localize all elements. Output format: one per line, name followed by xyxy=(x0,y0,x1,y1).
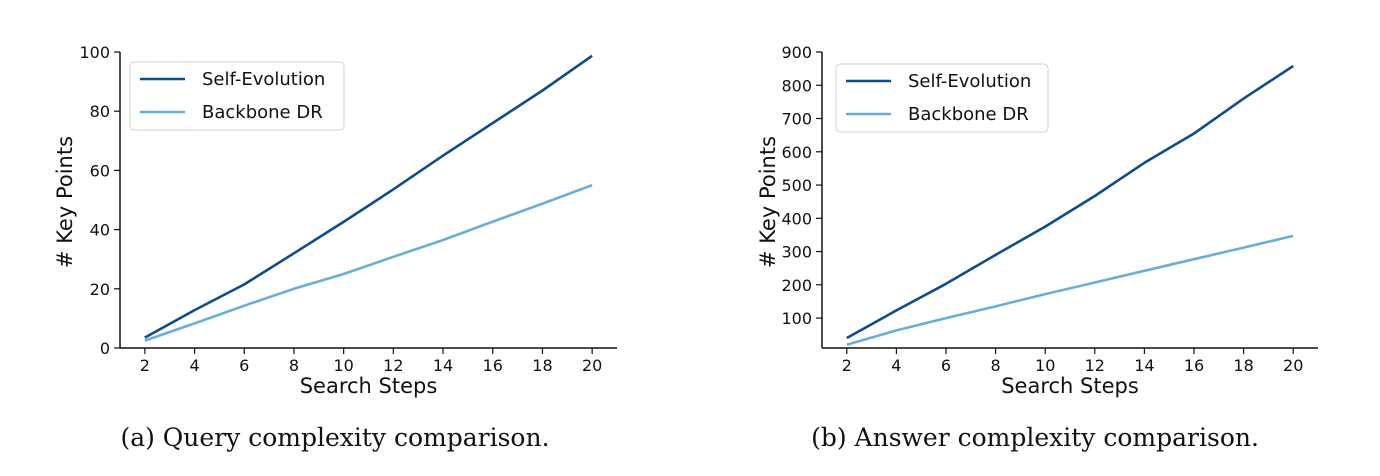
legend-label: Self-Evolution xyxy=(202,69,325,90)
y-tick-label: 100 xyxy=(79,43,110,62)
caption-b: (b) Answer complexity comparison. xyxy=(811,423,1259,452)
y-tick-label: 300 xyxy=(781,243,812,262)
x-tick-label: 14 xyxy=(1134,356,1154,375)
series-line-backbone-dr xyxy=(144,183,593,342)
x-tick-label: 6 xyxy=(941,356,951,375)
x-tick-label: 12 xyxy=(1085,356,1105,375)
x-axis-label: Search Steps xyxy=(300,374,438,398)
x-tick-label: 16 xyxy=(1184,356,1204,375)
x-tick-label: 2 xyxy=(842,356,852,375)
x-tick-label: 10 xyxy=(1035,356,1055,375)
x-tick-label: 2 xyxy=(140,356,150,375)
y-tick-label: 80 xyxy=(90,102,110,121)
x-tick-label: 8 xyxy=(289,356,299,375)
chart-panel-b: 2 4 6 8 10 12 14 16 18 20 100 200 300 400 500 600 700 800… xyxy=(756,43,1318,452)
x-tick-label: 20 xyxy=(1283,356,1303,375)
legend-label: Self-Evolution xyxy=(908,71,1031,92)
y-tick-label: 800 xyxy=(781,76,812,95)
x-axis-label: Search Steps xyxy=(1001,374,1139,398)
y-tick-label: 400 xyxy=(781,209,812,228)
y-axis-label: # Key Points xyxy=(53,136,77,268)
x-tick-label: 18 xyxy=(1233,356,1253,375)
x-tick-label: 4 xyxy=(891,356,901,375)
y-tick-label: 60 xyxy=(90,161,110,180)
series-line-self-evolution xyxy=(846,64,1294,340)
x-tick-label: 8 xyxy=(991,356,1001,375)
y-tick-label: 40 xyxy=(90,221,110,240)
series-line-self-evolution xyxy=(144,54,593,339)
plot-b: 2 4 6 8 10 12 14 16 18 20 100 200 300 400 500 600 700 800… xyxy=(756,43,1318,398)
y-tick-label: 0 xyxy=(100,339,110,358)
legend: Self-Evolution Backbone DR xyxy=(835,63,1049,133)
x-tick-label: 12 xyxy=(383,356,403,375)
x-tick-label: 18 xyxy=(532,356,552,375)
y-tick-label: 700 xyxy=(781,110,812,129)
y-tick-label: 600 xyxy=(781,143,812,162)
x-tick-label: 6 xyxy=(239,356,249,375)
y-axis-label: # Key Points xyxy=(756,136,780,268)
y-tick-label: 500 xyxy=(781,176,812,195)
x-tick-label: 4 xyxy=(189,356,199,375)
x-tick-label: 16 xyxy=(483,356,503,375)
caption-a: (a) Query complexity comparison. xyxy=(120,423,549,452)
legend: Self-Evolution Backbone DR xyxy=(129,61,345,131)
plot-a: 2 4 6 8 10 12 14 16 18 20 0 20 40 60 80 100 Search Steps… xyxy=(53,43,617,398)
legend-label: Backbone DR xyxy=(202,102,323,123)
x-tick-label: 10 xyxy=(333,356,353,375)
x-tick-label: 14 xyxy=(433,356,453,375)
legend-label: Backbone DR xyxy=(908,104,1029,125)
y-tick-label: 20 xyxy=(90,280,110,299)
chart-panel-a: 2 4 6 8 10 12 14 16 18 20 0 20 40 60 80 100 Search Steps… xyxy=(53,43,617,452)
y-tick-label: 200 xyxy=(781,276,812,295)
y-tick-label: 900 xyxy=(781,43,812,62)
y-tick-label: 100 xyxy=(781,309,812,328)
series-line-backbone-dr xyxy=(846,234,1294,346)
x-tick-label: 20 xyxy=(582,356,602,375)
